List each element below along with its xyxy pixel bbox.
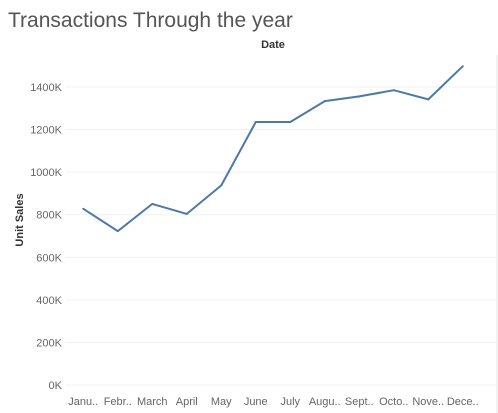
x-tick-label: July	[280, 396, 300, 408]
chart-title: Transactions Through the year	[8, 9, 293, 32]
data-point[interactable]	[323, 100, 326, 103]
data-point[interactable]	[116, 230, 119, 233]
x-tick-label: Sept..	[345, 396, 374, 408]
series-layer	[82, 65, 464, 233]
data-point[interactable]	[151, 202, 154, 205]
y-axis-ticks: 0K 200K 400K 600K 800K 1000K 1200K 1400K	[30, 82, 62, 392]
data-point[interactable]	[220, 184, 223, 187]
x-tick-label: June	[244, 396, 268, 408]
x-tick-label: Augu..	[309, 396, 341, 408]
y-tick-label: 0K	[49, 380, 63, 392]
data-point[interactable]	[358, 95, 361, 98]
x-tick-label: Dece..	[447, 396, 479, 408]
data-point[interactable]	[82, 207, 85, 210]
y-tick-label: 600K	[36, 252, 62, 264]
x-axis-title: Date	[261, 39, 285, 51]
gridlines	[66, 86, 497, 386]
y-tick-label: 1200K	[30, 125, 62, 137]
y-tick-label: 400K	[36, 295, 62, 307]
x-tick-label: Octo..	[379, 396, 408, 408]
data-point[interactable]	[427, 98, 430, 101]
x-tick-label: March	[137, 396, 168, 408]
y-tick-label: 800K	[36, 210, 62, 222]
x-tick-label: Janu..	[68, 396, 98, 408]
series-line	[82, 65, 464, 233]
data-point[interactable]	[461, 65, 464, 68]
y-tick-label: 1000K	[30, 167, 62, 179]
x-tick-label: April	[176, 396, 198, 408]
data-point[interactable]	[392, 89, 395, 92]
data-point[interactable]	[185, 212, 188, 215]
y-tick-label: 1400K	[30, 82, 62, 94]
x-tick-label: Nove..	[412, 396, 444, 408]
data-point[interactable]	[289, 120, 292, 123]
x-tick-label: May	[211, 396, 232, 408]
y-tick-label: 200K	[36, 337, 62, 349]
data-point[interactable]	[254, 120, 257, 123]
x-axis-ticks: Janu.. Febr.. March April May June July Augu.. S…	[68, 396, 478, 408]
x-tick-label: Febr..	[104, 396, 132, 408]
y-axis-title: Unit Sales	[14, 193, 26, 246]
